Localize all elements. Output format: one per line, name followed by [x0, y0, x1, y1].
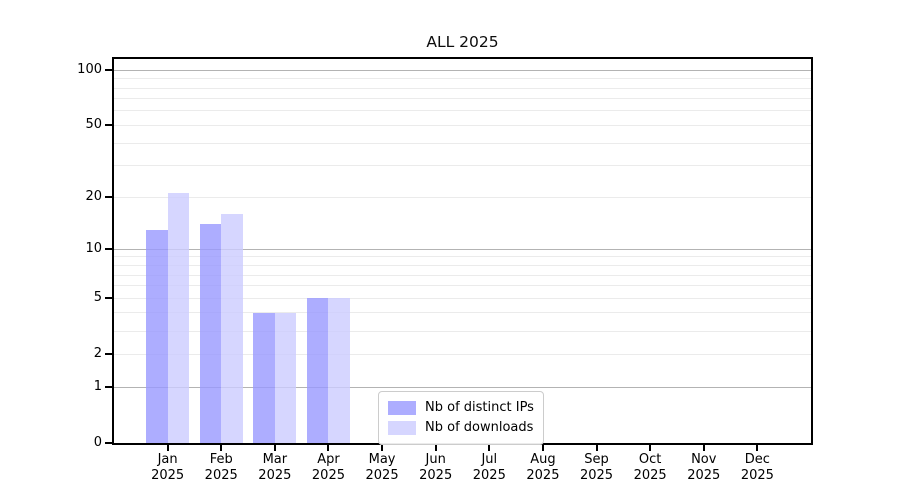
x-tick-mark-feb — [220, 445, 223, 451]
y-tick-mark-1 — [105, 386, 112, 388]
x-tick-mark-mar — [273, 445, 276, 451]
gridline-minor-9 — [114, 256, 811, 258]
y-tick-label-20: 20 — [85, 189, 102, 205]
y-tick-label-1: 1 — [93, 379, 102, 394]
x-tick-label-may: May 2025 — [365, 452, 399, 483]
x-tick-label-feb: Feb 2025 — [204, 452, 238, 483]
gridline-minor-70 — [114, 98, 811, 100]
gridline-major-1 — [114, 386, 811, 388]
x-tick-mark-jul — [488, 445, 491, 451]
legend-swatch-distinct-ips — [388, 401, 416, 415]
x-tick-mark-apr — [327, 445, 330, 451]
y-tick-mark-20 — [105, 196, 112, 199]
gridline-minor-90 — [114, 78, 811, 80]
bar-distinct-ips-jan — [146, 229, 168, 443]
y-tick-mark-2 — [105, 353, 112, 356]
x-tick-label-oct: Oct 2025 — [633, 452, 667, 483]
gridline-minor-6 — [114, 285, 811, 287]
gridline-minor-50 — [114, 124, 811, 126]
bar-downloads-apr — [328, 298, 350, 443]
gridline-minor-80 — [114, 87, 811, 89]
y-tick-mark-0 — [105, 442, 112, 444]
legend-label-distinct-ips: Nb of distinct IPs — [425, 400, 534, 415]
legend-entry-distinct-ips: Nb of distinct IPs — [388, 398, 534, 418]
y-tick-label-10: 10 — [85, 241, 102, 257]
x-tick-label-jun: Jun 2025 — [419, 452, 453, 483]
bar-distinct-ips-mar — [253, 313, 275, 443]
gridline-minor-20 — [114, 196, 811, 198]
gridline-minor-3 — [114, 330, 811, 332]
x-tick-label-jan: Jan 2025 — [151, 452, 185, 483]
x-tick-label-aug: Aug 2025 — [526, 452, 560, 483]
y-tick-label-50: 50 — [85, 117, 102, 133]
x-tick-mark-nov — [702, 445, 705, 451]
bar-downloads-feb — [221, 214, 243, 443]
gridline-minor-5 — [114, 297, 811, 299]
plot-area — [112, 57, 813, 445]
x-tick-mark-aug — [541, 445, 544, 451]
legend: Nb of distinct IPs Nb of downloads — [378, 391, 544, 445]
gridline-minor-7 — [114, 274, 811, 276]
x-tick-label-nov: Nov 2025 — [687, 452, 721, 483]
gridline-minor-2 — [114, 353, 811, 355]
legend-swatch-downloads — [388, 421, 416, 435]
bar-downloads-mar — [274, 313, 297, 443]
gridline-minor-40 — [114, 142, 811, 144]
x-tick-mark-dec — [756, 445, 759, 451]
x-tick-mark-may — [381, 445, 384, 451]
y-tick-label-0: 0 — [93, 435, 102, 450]
legend-entry-downloads: Nb of downloads — [388, 418, 534, 438]
x-tick-mark-jan — [166, 445, 169, 451]
y-tick-mark-50 — [105, 124, 112, 127]
y-tick-label-5: 5 — [93, 290, 102, 306]
y-tick-mark-10 — [105, 248, 112, 251]
gridline-minor-8 — [114, 265, 811, 266]
x-tick-mark-oct — [649, 445, 652, 451]
y-tick-mark-5 — [105, 297, 112, 300]
x-tick-label-mar: Mar 2025 — [258, 452, 292, 483]
y-tick-mark-100 — [105, 69, 112, 72]
bar-distinct-ips-feb — [199, 224, 222, 443]
x-tick-mark-jun — [434, 445, 437, 451]
chart-title: ALL 2025 — [426, 33, 499, 51]
y-tick-label-2: 2 — [93, 346, 102, 362]
bar-downloads-jan — [167, 193, 190, 443]
y-tick-label-100: 100 — [77, 62, 102, 78]
gridline-minor-4 — [114, 312, 811, 314]
gridline-major-100 — [114, 69, 811, 71]
x-tick-label-jul: Jul 2025 — [472, 452, 506, 483]
bar-distinct-ips-apr — [307, 298, 329, 443]
gridline-major-10 — [114, 248, 811, 250]
x-tick-label-sep: Sep 2025 — [579, 452, 614, 483]
gridline-minor-60 — [114, 110, 811, 112]
x-tick-mark-sep — [595, 445, 598, 451]
x-tick-label-dec: Dec 2025 — [740, 452, 774, 483]
x-tick-label-apr: Apr 2025 — [311, 452, 345, 483]
legend-label-downloads: Nb of downloads — [425, 420, 534, 435]
gridline-minor-30 — [114, 165, 811, 167]
